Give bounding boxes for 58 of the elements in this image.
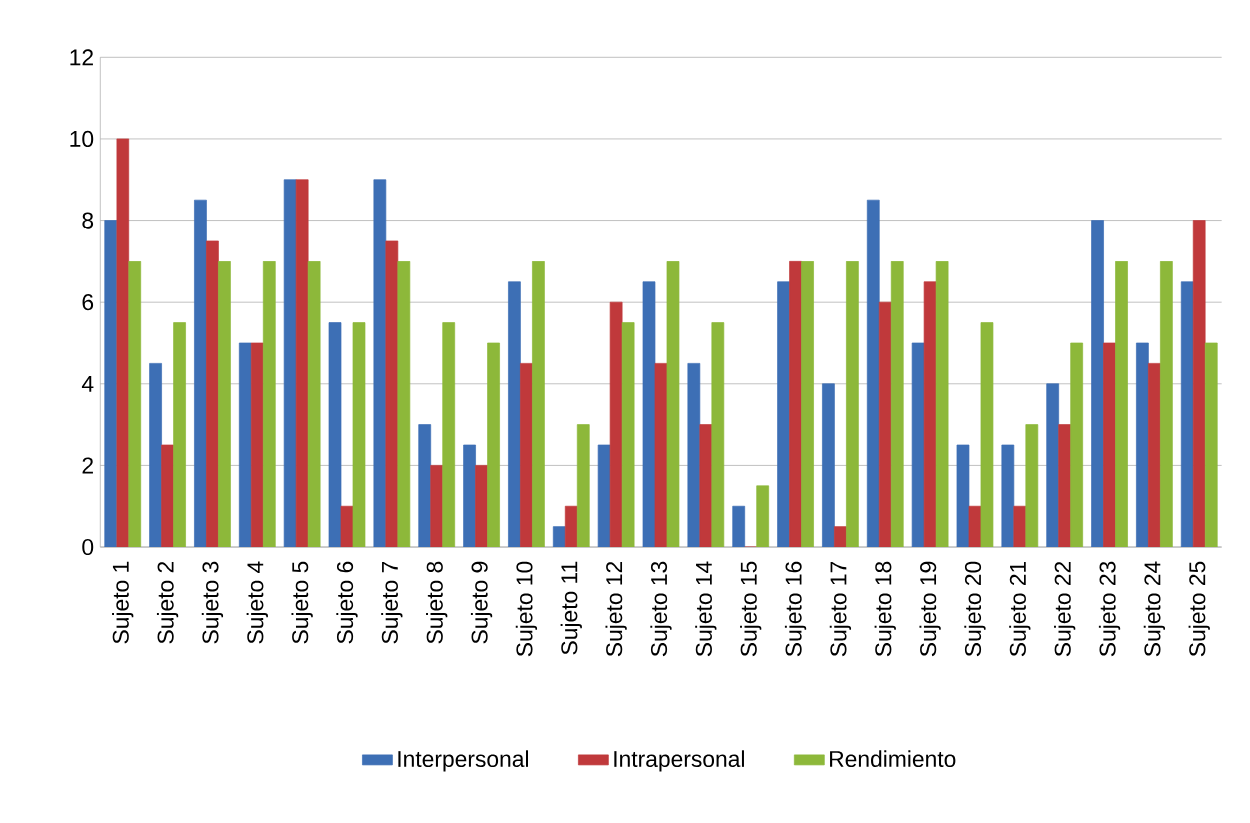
x-tick-label: Sujeto 1: [112, 561, 134, 644]
x-tick-label: Sujeto 11: [560, 561, 582, 655]
bar: [609, 301, 623, 547]
x-tick-label: Sujeto 17: [829, 561, 852, 657]
bar: [430, 464, 444, 547]
y-tick-label: 10: [70, 130, 94, 147]
bar: [1148, 362, 1161, 547]
bar: [1013, 505, 1027, 547]
x-tick-label: Sujeto 12: [605, 561, 627, 657]
bar: [654, 362, 668, 547]
bar: [385, 240, 399, 547]
bar: [834, 526, 847, 547]
legend-label: Rendimiento: [830, 750, 956, 767]
x-tick-label: Sujeto 8: [426, 561, 448, 644]
x-tick-label: Sujeto 18: [874, 561, 896, 657]
y-tick-label: 2: [82, 457, 93, 474]
x-tick-label: Sujeto 15: [740, 561, 762, 657]
x-tick-label: Sujeto 2: [156, 561, 179, 644]
y-tick-label: 4: [81, 375, 94, 392]
y-tick-label: 12: [70, 49, 93, 66]
x-tick-label: Sujeto 22: [1054, 561, 1076, 657]
x-tick-label: Sujeto 6: [336, 561, 358, 644]
bar: [968, 505, 982, 547]
bar: [1192, 220, 1206, 547]
x-tick-label: Sujeto 10: [515, 561, 538, 657]
bar: [923, 281, 937, 547]
x-tick-label: Sujeto 25: [1188, 561, 1210, 657]
bar: [295, 179, 309, 547]
bar: [878, 301, 892, 547]
x-tick-label: Sujeto 5: [291, 561, 313, 644]
bar: [206, 240, 219, 547]
x-tick-label: Sujeto 24: [1143, 561, 1166, 657]
x-tick-label: Sujeto 7: [381, 561, 403, 644]
bar: [161, 444, 174, 547]
bar: [699, 424, 713, 547]
x-tick-label: Sujeto 4: [246, 561, 268, 644]
bar: [250, 342, 264, 547]
bar: [1058, 424, 1072, 547]
x-tick-label: Sujeto 14: [695, 561, 717, 657]
x-tick-label: Sujeto 16: [784, 561, 807, 657]
x-tick-label: Sujeto 9: [470, 561, 493, 644]
x-tick-label: Sujeto 19: [919, 561, 941, 657]
bar: [564, 505, 578, 547]
bar: [475, 464, 488, 547]
bar: [340, 505, 354, 547]
x-tick-label: Sujeto 23: [1098, 561, 1121, 657]
x-tick-label: Sujeto 21: [1009, 561, 1031, 657]
bar: [789, 260, 802, 547]
x-tick-label: Sujeto 13: [650, 561, 672, 657]
bar: [1103, 342, 1116, 547]
x-tick-label: Sujeto 3: [201, 561, 224, 644]
y-tick-label: 6: [82, 293, 94, 311]
bar: [520, 362, 533, 547]
legend-label: Interpersonal: [398, 750, 529, 772]
legend-label: Intrapersonal: [614, 750, 744, 772]
y-tick-label: 8: [82, 212, 94, 229]
y-tick-label: 0: [82, 538, 94, 556]
x-tick-label: Sujeto 20: [964, 561, 986, 657]
